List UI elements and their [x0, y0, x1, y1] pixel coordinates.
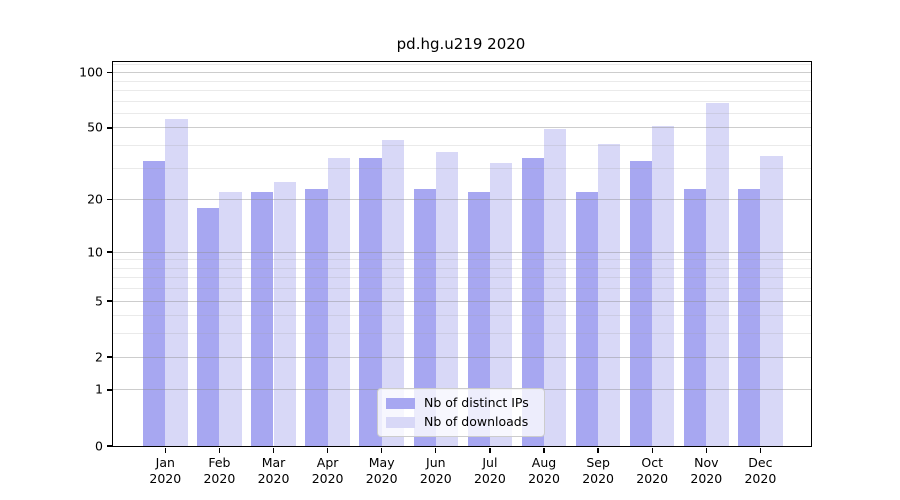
y-tick-label: 100	[79, 64, 103, 80]
legend-swatch-downloads	[386, 416, 415, 428]
x-tick	[381, 447, 383, 453]
bar-distinct-ips	[359, 158, 382, 446]
bar-distinct-ips	[413, 188, 436, 446]
legend-swatch-distinct-ips	[386, 397, 415, 409]
bar-distinct-ips	[738, 188, 761, 446]
x-tick	[543, 447, 545, 453]
x-tick-label: Nov 2020	[690, 455, 723, 486]
x-tick-year: 2020	[528, 471, 560, 486]
minor-gridline	[113, 64, 811, 66]
bar-distinct-ips	[684, 188, 707, 446]
bar-distinct-ips	[305, 188, 328, 446]
bar-distinct-ips	[467, 192, 490, 446]
y-tick	[106, 445, 112, 447]
x-tick	[164, 447, 166, 453]
bar-distinct-ips	[143, 160, 166, 446]
bar-distinct-ips	[521, 158, 544, 446]
minor-gridline	[113, 100, 811, 102]
x-tick-year: 2020	[203, 471, 236, 486]
x-tick-label: Aug 2020	[528, 455, 560, 486]
x-tick-label: Jun 2020	[419, 455, 452, 486]
x-tick-label: Oct 2020	[636, 455, 669, 486]
bar-downloads	[435, 151, 459, 446]
y-tick-label: 5	[95, 292, 103, 308]
x-tick-year: 2020	[473, 471, 506, 486]
bar-downloads	[489, 163, 513, 446]
x-tick	[326, 447, 329, 453]
bar-downloads	[273, 182, 296, 446]
x-tick-year: 2020	[311, 471, 344, 486]
minor-gridline	[113, 80, 811, 82]
y-tick	[106, 356, 112, 358]
y-tick-label: 50	[87, 119, 103, 135]
x-tick	[705, 447, 707, 453]
x-tick	[651, 447, 653, 453]
y-tick	[106, 199, 112, 201]
x-tick-year: 2020	[636, 471, 669, 486]
x-tick	[759, 447, 762, 453]
x-tick-year: 2020	[582, 471, 614, 486]
x-tick-label: Jul 2020	[473, 455, 506, 486]
bar-downloads	[327, 158, 350, 446]
y-tick	[106, 300, 112, 302]
legend-label-distinct-ips: Nb of distinct IPs	[424, 394, 529, 410]
bar-downloads	[165, 118, 188, 446]
y-tick	[106, 389, 112, 391]
x-tick-label: Feb 2020	[203, 455, 236, 486]
x-tick-label: Jan 2020	[149, 455, 182, 486]
bar-distinct-ips	[251, 192, 274, 446]
bar-downloads	[219, 192, 242, 446]
bar-distinct-ips	[629, 160, 653, 446]
minor-gridline	[113, 89, 811, 91]
chart-title: pd.hg.u219 2020	[396, 35, 526, 53]
y-tick-label: 10	[87, 243, 103, 259]
bar-downloads	[544, 129, 567, 446]
y-tick-label: 20	[87, 191, 103, 207]
x-tick-year: 2020	[365, 471, 398, 486]
y-tick-label: 0	[95, 437, 103, 453]
y-tick	[106, 71, 112, 74]
bar-downloads	[598, 143, 621, 446]
x-tick	[218, 447, 221, 453]
bar-downloads	[652, 126, 675, 446]
x-tick-year: 2020	[744, 471, 777, 486]
x-tick-label: Dec 2020	[744, 455, 777, 486]
bar-downloads	[706, 103, 729, 446]
legend: Nb of distinct IPs Nb of downloads	[377, 388, 545, 437]
legend-item-distinct-ips: Nb of distinct IPs	[386, 395, 535, 411]
major-gridline	[113, 72, 811, 74]
x-tick-label: Apr 2020	[311, 455, 344, 486]
bar-downloads	[381, 139, 404, 446]
legend-item-downloads: Nb of downloads	[386, 414, 535, 430]
x-tick-year: 2020	[257, 471, 290, 486]
x-tick-year: 2020	[419, 471, 452, 486]
x-tick-year: 2020	[149, 471, 182, 486]
x-tick	[489, 447, 491, 453]
x-tick-label: Mar 2020	[257, 455, 290, 486]
y-tick	[106, 127, 112, 129]
y-tick	[106, 251, 112, 253]
y-tick-label: 1	[95, 381, 103, 397]
x-tick-label: May 2020	[365, 455, 398, 486]
x-tick-year: 2020	[690, 471, 723, 486]
x-tick-label: Sep 2020	[582, 455, 614, 486]
bar-downloads	[760, 156, 783, 446]
bar-distinct-ips	[575, 192, 599, 446]
x-tick	[272, 447, 275, 453]
legend-label-downloads: Nb of downloads	[424, 413, 529, 429]
y-tick-label: 2	[95, 348, 103, 364]
x-tick	[597, 447, 599, 453]
x-tick	[435, 447, 437, 453]
bar-distinct-ips	[197, 207, 220, 446]
